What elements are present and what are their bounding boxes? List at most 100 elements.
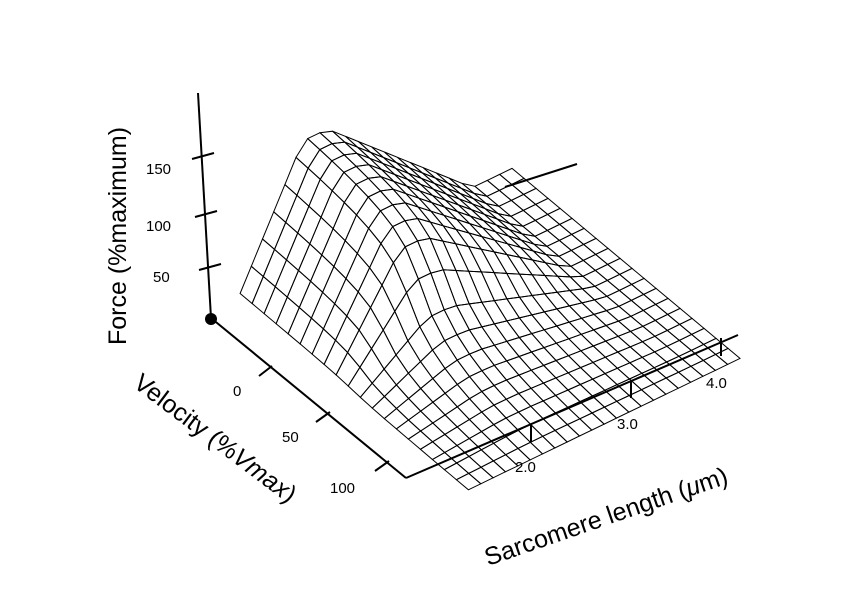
surface-cell [470, 215, 496, 233]
surface-cell [485, 189, 513, 207]
surface-cell [381, 261, 408, 313]
surface-cell [533, 229, 561, 247]
surface-cell [432, 392, 459, 416]
surface-cell [417, 272, 445, 317]
surface-cell [616, 362, 643, 380]
surface-cell [640, 383, 667, 401]
surface-cell [642, 303, 669, 321]
surface-cell [556, 264, 585, 278]
surface-cell [371, 395, 398, 420]
surface-cell [508, 229, 535, 245]
surface-cell [629, 309, 657, 327]
surface-cell [367, 176, 395, 192]
surface-cell [591, 406, 618, 425]
surface-cell [641, 351, 668, 369]
surface-cell [371, 368, 398, 398]
surface-cell [431, 414, 459, 436]
surface-cell [606, 273, 633, 291]
surface-cell [534, 213, 561, 231]
surface-cell [566, 418, 593, 437]
surface-cell [456, 398, 483, 421]
surface-cell [521, 219, 549, 237]
surface-cell [518, 273, 546, 297]
surface-cell [629, 325, 656, 343]
surface-cell [343, 183, 369, 216]
surface-cell [395, 372, 422, 400]
surface-cell [358, 306, 384, 350]
surface-cell [444, 383, 471, 408]
surface-cell [457, 211, 483, 229]
z-tick-label-100: 100 [146, 218, 171, 235]
surface-cell [509, 209, 537, 227]
surface-cell [531, 274, 559, 295]
origin-marker [205, 313, 217, 325]
surface-cell [558, 217, 585, 235]
velocity-axis-title: Velocity (%Vmax) [128, 368, 301, 508]
surface-cell [531, 293, 558, 313]
z-tick-150 [191, 152, 215, 160]
velocity-tick-label-50: 50 [282, 429, 299, 446]
surface-cell [480, 300, 508, 325]
surface-cell [556, 275, 584, 292]
surface-cell [359, 347, 385, 384]
surface-cell [506, 296, 533, 319]
length-tick-label-2: 2.0 [515, 459, 536, 476]
surface-cell [404, 217, 431, 242]
surface-cell [642, 287, 669, 305]
surface-cell [594, 263, 621, 281]
surface-cell [347, 329, 373, 369]
surface-cell [641, 335, 668, 353]
velocity-tick-label-100: 100 [330, 480, 355, 497]
surface-cell [333, 239, 358, 280]
surface-cell [468, 326, 496, 350]
surface-cell [654, 313, 681, 331]
surface-cell [455, 269, 483, 305]
surface-cell [615, 394, 643, 413]
surface-cell [581, 269, 609, 287]
surface-cell [367, 209, 394, 245]
surface-cell [517, 441, 544, 461]
surface-cell [322, 302, 348, 342]
surface-cell [395, 339, 422, 374]
surface-cell [407, 360, 434, 390]
surface-cell [628, 389, 655, 407]
z-tick-50 [198, 263, 222, 271]
length-axis-title: Sarcomere length (μm) [481, 462, 732, 572]
surface-cell [630, 293, 657, 311]
length-tick-label-4: 4.0 [706, 375, 727, 392]
surface-cell [522, 187, 549, 205]
surface-cell [522, 203, 549, 221]
surface-cell [558, 233, 585, 251]
surface-cell [456, 418, 483, 440]
surface-cell [689, 359, 717, 377]
surface-cell [307, 148, 333, 181]
length-tick-label-3: 3.0 [617, 416, 638, 433]
surface-cell [380, 176, 407, 195]
surface-cell [690, 327, 717, 345]
surface-cell [419, 377, 446, 403]
surface-cell [545, 239, 573, 257]
force-axis-title: Force (%maximum) [104, 127, 132, 345]
surface-cell [653, 345, 680, 363]
back-edge-line [504, 163, 578, 188]
surface-cell [678, 317, 705, 335]
velocity-title-text: Velocity (% [128, 368, 244, 465]
surface-cell [557, 249, 585, 267]
surface-cell [332, 201, 358, 242]
surface-cell [319, 160, 345, 192]
surface-cell [419, 441, 446, 461]
surface-cell [455, 472, 482, 491]
surface-cell [323, 339, 349, 376]
surface-cell [570, 227, 597, 245]
surface-cell [480, 460, 507, 479]
surface-cell [541, 429, 569, 449]
surface-cell [419, 349, 446, 380]
surface-cell [431, 433, 458, 454]
surface-cell [714, 347, 741, 365]
surface-cell [677, 365, 704, 383]
surface-cell [666, 307, 693, 325]
surface-cell [444, 406, 471, 428]
surface-cell [322, 265, 347, 305]
surface-cell [395, 419, 422, 440]
